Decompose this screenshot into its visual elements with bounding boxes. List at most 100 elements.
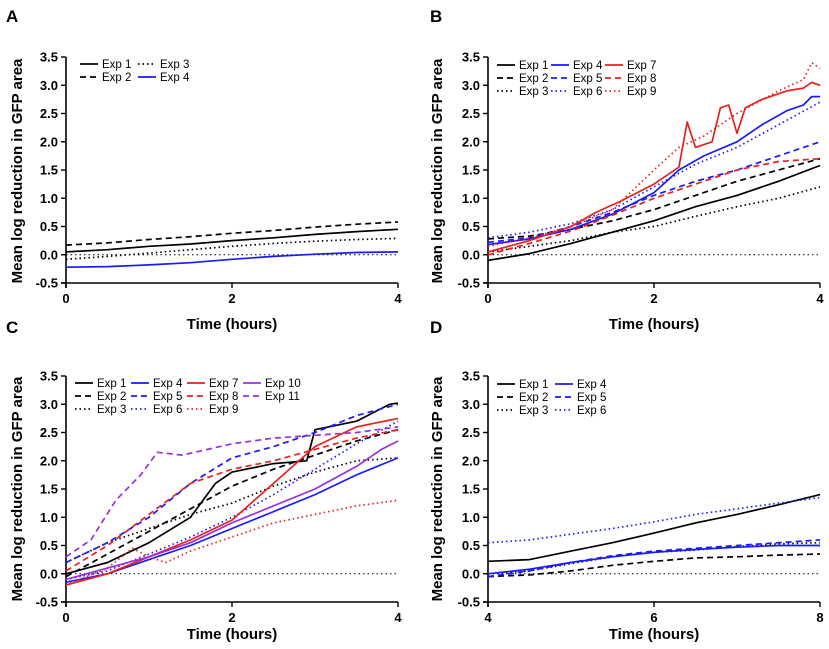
x-axis-title: Time (hours) [609, 316, 700, 333]
y-tick-label: 3.0 [40, 397, 58, 412]
y-tick-label: 1.0 [40, 510, 58, 525]
panel-letter: C [6, 318, 18, 337]
y-tick-label: 0.5 [462, 538, 480, 553]
panel-letter: D [430, 318, 442, 337]
legend-label: Exp 5 [153, 391, 182, 403]
panel-letter: B [430, 7, 442, 26]
x-tick-label: 2 [228, 291, 235, 306]
y-tick-label: 0.0 [40, 247, 58, 262]
series-line-exp-3 [487, 186, 821, 253]
legend-label: Exp 6 [577, 405, 606, 417]
y-tick-label: 1.5 [40, 482, 58, 497]
series-line-exp-6 [65, 420, 399, 581]
y-tick-label: 0.0 [40, 566, 58, 581]
series-line-exp-3 [65, 457, 399, 564]
legend-label: Exp 2 [519, 73, 548, 85]
x-axis-title: Time (hours) [609, 626, 700, 643]
legend-label: Exp 3 [519, 86, 548, 98]
series-line-exp-7 [487, 81, 821, 253]
panel-d: D -0.5 0.0 0.5 1.0 1.5 2.0 2.5 3.0 3.5 4 6 8 Time (ho… [429, 318, 824, 643]
y-tick-label: -0.5 [36, 276, 58, 291]
legend-label: Exp 3 [519, 405, 548, 417]
y-tick-label: 0.5 [462, 219, 480, 234]
legend-label: Exp 4 [573, 60, 603, 72]
x-axis-title: Time (hours) [187, 316, 278, 333]
y-tick-label: 1.0 [40, 191, 58, 206]
series-line-exp-2 [487, 553, 821, 578]
legend-label: Exp 9 [209, 404, 238, 416]
y-tick-label: 3.5 [462, 50, 480, 65]
y-axis-title: Mean log reduction in GFP area [429, 376, 446, 601]
legend-label: Exp 4 [160, 72, 190, 84]
series-line-exp-4 [65, 251, 399, 269]
legend-label: Exp 8 [627, 73, 656, 85]
legend-label: Exp 2 [102, 72, 131, 84]
y-tick-label: 1.5 [40, 163, 58, 178]
x-tick-label: 4 [394, 291, 402, 306]
y-tick-label: 2.5 [40, 425, 58, 440]
y-axis-title: Mean log reduction in GFP area [9, 376, 26, 601]
legend-label: Exp 2 [97, 391, 126, 403]
legend-label: Exp 11 [265, 391, 300, 403]
series-line-exp-2 [65, 221, 399, 246]
y-axis-title: Mean log reduction in GFP area [9, 58, 26, 283]
panel-a: A -0.5 0.0 0.5 1.0 1.5 2.0 2.5 3.0 3.5 0 2 4 Time (ho… [6, 7, 402, 333]
legend-label: Exp 1 [519, 379, 548, 391]
series-line-exp-8 [487, 157, 821, 256]
y-tick-label: 1.5 [462, 482, 480, 497]
x-tick-label: 0 [62, 291, 69, 306]
legend-label: Exp 8 [209, 391, 238, 403]
x-tick-label: 6 [650, 610, 657, 625]
y-tick-label: 0.5 [40, 538, 58, 553]
panel-letter: A [6, 7, 18, 26]
legend-label: Exp 3 [97, 404, 126, 416]
legend-label: Exp 7 [209, 378, 238, 390]
series-line-exp-7 [65, 417, 399, 586]
y-tick-label: 3.0 [40, 78, 58, 93]
series-line-exp-11 [65, 426, 399, 558]
legend-label: Exp 4 [577, 379, 607, 391]
legend-label: Exp 1 [519, 60, 548, 72]
series-line-exp-4 [65, 457, 399, 584]
y-tick-label: -0.5 [36, 595, 58, 610]
legend-label: Exp 9 [627, 86, 656, 98]
y-tick-label: 0.5 [40, 219, 58, 234]
series-line-exp-6 [487, 101, 821, 239]
series-line-exp-4 [487, 544, 820, 575]
series-line-exp-3 [65, 237, 399, 261]
series-line-exp-1 [487, 164, 821, 262]
series-line-exp-9 [65, 499, 399, 586]
y-tick-label: -0.5 [458, 595, 480, 610]
legend-label: Exp 5 [577, 392, 606, 404]
y-tick-label: 2.0 [40, 134, 58, 149]
legend-label: Exp 2 [519, 392, 548, 404]
legend-label: Exp 5 [573, 73, 602, 85]
y-tick-label: 2.5 [40, 106, 58, 121]
x-tick-label: 0 [484, 291, 491, 306]
y-tick-label: 1.0 [462, 191, 480, 206]
y-tick-label: 3.5 [40, 369, 58, 384]
series-line-exp-9 [487, 61, 821, 248]
y-tick-label: 2.5 [462, 425, 480, 440]
legend-label: Exp 3 [160, 59, 189, 71]
x-tick-label: 4 [484, 610, 492, 625]
y-tick-label: 2.0 [462, 134, 480, 149]
series-line-exp-2 [65, 428, 399, 578]
y-axis-title: Mean log reduction in GFP area [429, 58, 446, 283]
legend-label: Exp 7 [627, 60, 656, 72]
y-tick-label: 3.5 [462, 369, 480, 384]
panel-b: B -0.5 0.0 0.5 1.0 1.5 2.0 2.5 3.0 3.5 0 2 4 Time (ho… [429, 7, 824, 333]
y-tick-label: 2.0 [40, 453, 58, 468]
series-line-exp-10 [65, 440, 399, 581]
series-line-exp-4 [487, 95, 820, 246]
y-tick-label: 0.0 [462, 247, 480, 262]
x-tick-label: 4 [816, 291, 824, 306]
series-line-exp-1 [65, 228, 399, 253]
legend-label: Exp 4 [153, 378, 183, 390]
x-axis-title: Time (hours) [187, 626, 278, 643]
x-tick-label: 2 [650, 291, 657, 306]
y-tick-label: 3.5 [40, 50, 58, 65]
series-line-exp-2 [487, 157, 821, 240]
series-line-exp-1 [487, 493, 821, 563]
